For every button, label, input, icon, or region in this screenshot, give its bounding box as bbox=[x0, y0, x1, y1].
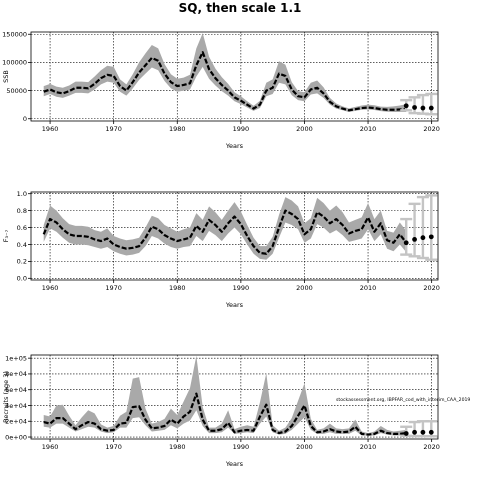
forecast-point bbox=[420, 105, 426, 111]
forecast-point bbox=[403, 431, 409, 436]
plot-frame bbox=[30, 354, 439, 440]
estimate-line bbox=[43, 392, 407, 436]
y-tick-label: 0.4 bbox=[17, 241, 27, 249]
x-tick-label: 2010 bbox=[360, 443, 377, 451]
y-tick-label: 0.2 bbox=[17, 258, 27, 266]
x-tick-label: 1990 bbox=[233, 443, 250, 451]
x-tick-label: 1980 bbox=[169, 284, 186, 292]
x-tick-label: 1970 bbox=[105, 284, 122, 292]
y-tick-label: 1e+05 bbox=[5, 354, 27, 362]
x-tick-label: 1960 bbox=[42, 125, 59, 133]
y-tick-label: 0.0 bbox=[17, 275, 27, 283]
y-tick-label: 8e+04 bbox=[5, 370, 27, 378]
forecast-point bbox=[428, 234, 434, 240]
estimate-line bbox=[42, 209, 408, 255]
plot-frame bbox=[30, 191, 439, 281]
x-tick-label: 1970 bbox=[105, 443, 122, 451]
y-tick-label: 100000 bbox=[2, 59, 27, 67]
forecast-point bbox=[412, 429, 417, 435]
x-tick-label: 2020 bbox=[423, 125, 440, 133]
x-tick-label: 1990 bbox=[233, 125, 250, 133]
x-tick-label: 2000 bbox=[296, 125, 313, 133]
x-tick-label: 1980 bbox=[169, 443, 186, 451]
forecast-point bbox=[420, 429, 426, 435]
y-tick-label: 150000 bbox=[2, 31, 27, 39]
x-tick-label: 1970 bbox=[105, 125, 122, 133]
x-tick-label: 1960 bbox=[42, 284, 59, 292]
x-axis-title: Years bbox=[225, 142, 244, 150]
y-tick-label: 0e+00 bbox=[5, 433, 27, 441]
y-axis-title: SSB bbox=[2, 70, 10, 83]
estimate-line bbox=[43, 51, 407, 112]
source-annotation: stockassessment.org, IBPFAR_cod_with_int… bbox=[336, 397, 470, 403]
x-axis-title: Years bbox=[225, 460, 244, 468]
x-tick-label: 1990 bbox=[233, 284, 250, 292]
y-tick-label: 6e+04 bbox=[5, 386, 27, 394]
x-tick-label: 2010 bbox=[360, 125, 377, 133]
forecast-point bbox=[420, 235, 426, 241]
fishing-mortality-panel: 1960 1970 1980 1990 2000 2010 2020 0.0 0.2 0.4 0.6… bbox=[2, 190, 440, 309]
figure-title: SQ, then scale 1.1 bbox=[179, 1, 302, 15]
forecast-point bbox=[403, 240, 409, 246]
x-tick-label: 2020 bbox=[423, 443, 440, 451]
y-tick-label: 1.0 bbox=[17, 190, 27, 198]
x-tick-label: 2000 bbox=[296, 284, 313, 292]
forecast-point bbox=[412, 236, 417, 242]
ssb-panel: 1960 1970 1980 1990 2000 2010 2020 0 50000 100000… bbox=[2, 31, 440, 150]
y-tick-label: 0.6 bbox=[17, 224, 27, 232]
y-tick-label: 50000 bbox=[6, 87, 27, 95]
x-tick-label: 1960 bbox=[42, 443, 59, 451]
recruits-panel: 1960 1970 1980 1990 2000 2010 2020 0e+00 2e+04 4e… bbox=[2, 354, 440, 468]
forecast-point bbox=[428, 105, 434, 111]
x-tick-label: 1980 bbox=[169, 125, 186, 133]
confidence-band bbox=[43, 33, 407, 112]
y-tick-label: 4e+04 bbox=[5, 402, 27, 410]
plot-frame bbox=[30, 31, 439, 122]
forecast-point bbox=[412, 105, 417, 110]
x-tick-label: 2010 bbox=[360, 284, 377, 292]
y-tick-label: 0.8 bbox=[17, 207, 27, 215]
forecast-point bbox=[403, 103, 409, 109]
y-axis-title: Recruits (age 3) bbox=[2, 371, 10, 423]
y-tick-label: 0 bbox=[23, 115, 27, 123]
x-tick-label: 2020 bbox=[423, 284, 440, 292]
y-tick-label: 2e+04 bbox=[5, 418, 27, 426]
confidence-band bbox=[43, 355, 407, 436]
forecast-point bbox=[428, 429, 434, 435]
x-axis-title: Years bbox=[225, 301, 244, 309]
y-axis-title: F₃₋₇ bbox=[2, 229, 10, 242]
x-tick-label: 2000 bbox=[296, 443, 313, 451]
